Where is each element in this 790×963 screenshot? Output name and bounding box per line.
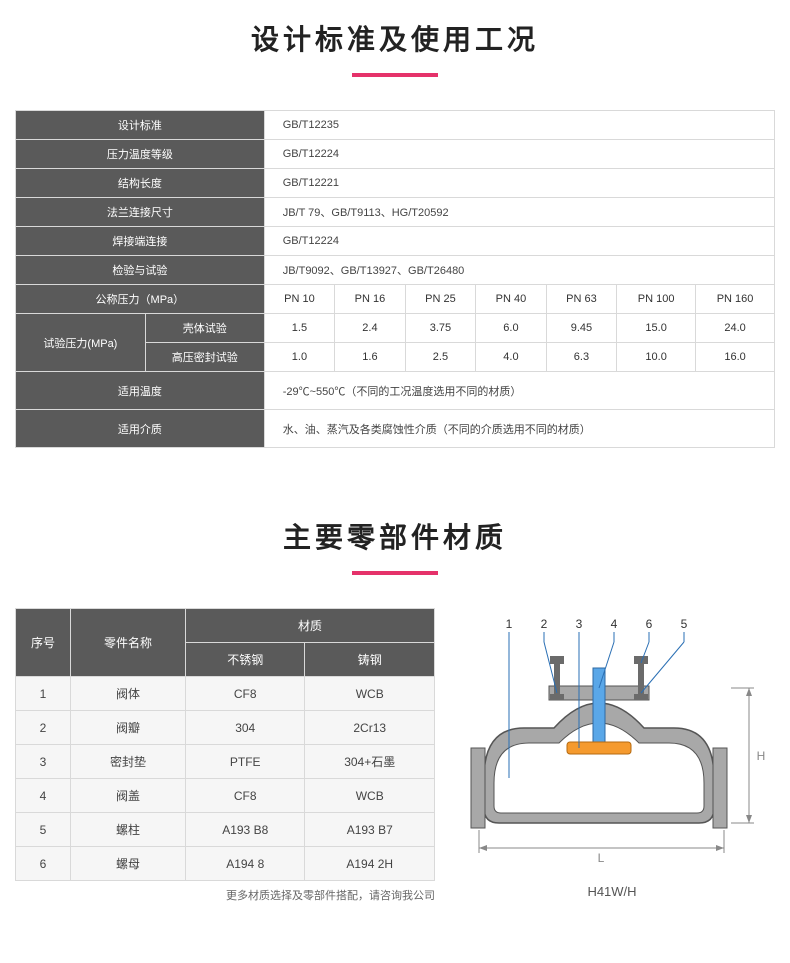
diagram-caption: H41W/H	[449, 884, 775, 899]
pn-head-4: PN 63	[546, 285, 617, 314]
pn-label: 公称压力（MPa）	[16, 285, 265, 314]
mat-row-5-no: 6	[16, 847, 71, 881]
section2-underline	[352, 571, 438, 575]
std-row-3-label: 法兰连接尺寸	[16, 198, 265, 227]
mat-row-0-name: 阀体	[71, 677, 186, 711]
pn-head-6: PN 160	[696, 285, 775, 314]
section1-title: 设计标准及使用工况	[0, 18, 790, 58]
svg-text:1: 1	[506, 617, 513, 631]
col-cs: 铸钢	[305, 643, 435, 677]
col-ss: 不锈钢	[186, 643, 305, 677]
pn-head-0: PN 10	[264, 285, 335, 314]
section1-underline	[352, 73, 438, 77]
std-row-4-label: 焊接端连接	[16, 227, 265, 256]
mat-row-1-ss: 304	[186, 711, 305, 745]
pn-head-2: PN 25	[405, 285, 476, 314]
svg-text:3: 3	[576, 617, 583, 631]
pn-head-1: PN 16	[335, 285, 406, 314]
mat-row-4-no: 5	[16, 813, 71, 847]
pn-head-3: PN 40	[476, 285, 547, 314]
mat-row-1-no: 2	[16, 711, 71, 745]
valve-diagram: 1 2 3 4 6 5 L H	[449, 608, 769, 878]
mat-row-3-ss: CF8	[186, 779, 305, 813]
temp-value: -29℃~550℃（不同的工况温度选用不同的材质）	[264, 372, 774, 410]
mat-row-5-ss: A194 8	[186, 847, 305, 881]
mat-row-0-no: 1	[16, 677, 71, 711]
pn-head-5: PN 100	[617, 285, 696, 314]
standards-table: 设计标准 GB/T12235压力温度等级 GB/T12224结构长度 GB/T1…	[15, 110, 775, 448]
std-row-1-val: GB/T12224	[264, 140, 774, 169]
std-row-3-val: JB/T 79、GB/T9113、HG/T20592	[264, 198, 774, 227]
std-row-2-val: GB/T12221	[264, 169, 774, 198]
svg-text:2: 2	[541, 617, 548, 631]
mat-row-4-ss: A193 B8	[186, 813, 305, 847]
svg-text:4: 4	[611, 617, 618, 631]
mat-row-0-cs: WCB	[305, 677, 435, 711]
mat-row-5-name: 螺母	[71, 847, 186, 881]
mat-row-2-cs: 304+石墨	[305, 745, 435, 779]
test-row-1-sub: 高压密封试验	[145, 343, 264, 372]
mat-row-2-no: 3	[16, 745, 71, 779]
mat-row-5-cs: A194 2H	[305, 847, 435, 881]
medium-label: 适用介质	[16, 410, 265, 448]
std-row-1-label: 压力温度等级	[16, 140, 265, 169]
std-row-0-label: 设计标准	[16, 111, 265, 140]
mat-row-4-cs: A193 B7	[305, 813, 435, 847]
section2-title: 主要零部件材质	[0, 516, 790, 556]
mat-row-2-name: 密封垫	[71, 745, 186, 779]
svg-text:5: 5	[681, 617, 688, 631]
temp-label: 适用温度	[16, 372, 265, 410]
materials-table: 序号 零件名称 材质 不锈钢 铸钢 1 阀体 CF8 WCB 2 阀瓣 304 2…	[15, 608, 435, 881]
std-row-5-val: JB/T9092、GB/T13927、GB/T26480	[264, 256, 774, 285]
test-row-0-sub: 壳体试验	[145, 314, 264, 343]
std-row-2-label: 结构长度	[16, 169, 265, 198]
svg-text:6: 6	[646, 617, 653, 631]
mat-row-2-ss: PTFE	[186, 745, 305, 779]
medium-value: 水、油、蒸汽及各类腐蚀性介质（不同的介质选用不同的材质）	[264, 410, 774, 448]
svg-text:H: H	[757, 749, 766, 763]
materials-note: 更多材质选择及零部件搭配，请咨询我公司	[15, 887, 435, 903]
mat-row-3-name: 阀盖	[71, 779, 186, 813]
std-row-4-val: GB/T12224	[264, 227, 774, 256]
std-row-0-val: GB/T12235	[264, 111, 774, 140]
col-mat: 材质	[186, 609, 435, 643]
test-pressure-label: 试验压力(MPa)	[16, 314, 146, 372]
std-row-5-label: 检验与试验	[16, 256, 265, 285]
mat-row-3-cs: WCB	[305, 779, 435, 813]
mat-row-4-name: 螺柱	[71, 813, 186, 847]
svg-text:L: L	[598, 851, 605, 865]
mat-row-3-no: 4	[16, 779, 71, 813]
mat-row-1-cs: 2Cr13	[305, 711, 435, 745]
col-name: 零件名称	[71, 609, 186, 677]
mat-row-1-name: 阀瓣	[71, 711, 186, 745]
col-no: 序号	[16, 609, 71, 677]
mat-row-0-ss: CF8	[186, 677, 305, 711]
